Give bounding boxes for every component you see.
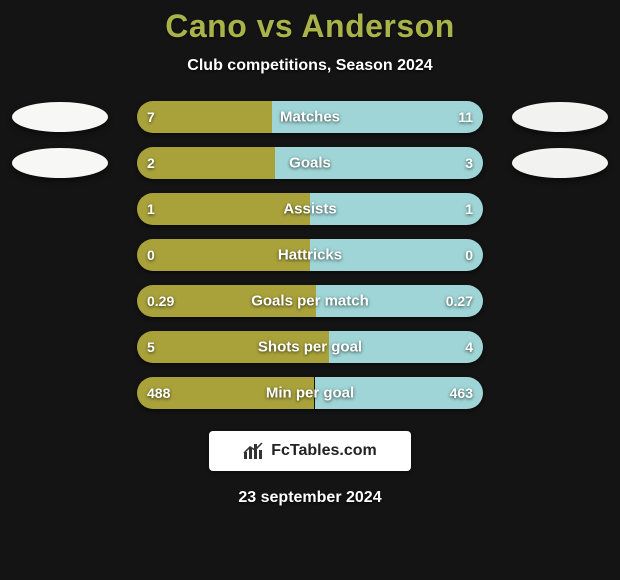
stat-value-left: 5 bbox=[147, 339, 155, 355]
stat-value-right: 0 bbox=[465, 247, 473, 263]
stat-value-right: 11 bbox=[458, 109, 473, 125]
stat-bar: Shots per goal 5 4 bbox=[137, 331, 483, 363]
player-right-ellipse bbox=[512, 102, 608, 132]
stat-value-right: 4 bbox=[465, 339, 473, 355]
stat-value-right: 1 bbox=[465, 201, 473, 217]
branding-text: FcTables.com bbox=[271, 442, 377, 460]
stat-label: Shots per goal bbox=[258, 339, 362, 356]
stat-value-left: 0 bbox=[147, 247, 155, 263]
stat-bar-left-segment bbox=[137, 101, 272, 133]
stat-value-right: 0.27 bbox=[446, 293, 473, 309]
player-right-ellipse bbox=[512, 148, 608, 178]
stat-row: Goals 2 3 bbox=[0, 147, 620, 179]
stat-value-right: 3 bbox=[465, 155, 473, 171]
stat-label: Min per goal bbox=[266, 385, 354, 402]
stat-bar: Hattricks 0 0 bbox=[137, 239, 483, 271]
footer-date: 23 september 2024 bbox=[238, 489, 381, 507]
stat-value-left: 2 bbox=[147, 155, 155, 171]
stat-bar: Min per goal 488 463 bbox=[137, 377, 483, 409]
stat-bar: Goals 2 3 bbox=[137, 147, 483, 179]
stat-bar: Goals per match 0.29 0.27 bbox=[137, 285, 483, 317]
stat-label: Goals bbox=[289, 155, 331, 172]
stat-row: Hattricks 0 0 bbox=[0, 239, 620, 271]
stat-bar: Matches 7 11 bbox=[137, 101, 483, 133]
stat-label: Goals per match bbox=[251, 293, 369, 310]
infographic-container: Cano vs Anderson Club competitions, Seas… bbox=[0, 0, 620, 580]
stat-row: Matches 7 11 bbox=[0, 101, 620, 133]
stat-row: Shots per goal 5 4 bbox=[0, 331, 620, 363]
stat-row: Goals per match 0.29 0.27 bbox=[0, 285, 620, 317]
branding-badge: FcTables.com bbox=[209, 431, 411, 471]
stat-label: Assists bbox=[283, 201, 336, 218]
stat-value-left: 488 bbox=[147, 385, 170, 401]
bars-icon bbox=[243, 442, 265, 460]
stat-label: Matches bbox=[280, 109, 340, 126]
stat-row: Assists 1 1 bbox=[0, 193, 620, 225]
player-left-ellipse bbox=[12, 102, 108, 132]
stat-label: Hattricks bbox=[278, 247, 342, 264]
stat-value-left: 1 bbox=[147, 201, 155, 217]
page-subtitle: Club competitions, Season 2024 bbox=[187, 57, 432, 75]
stat-value-left: 7 bbox=[147, 109, 155, 125]
stats-list: Matches711Goals23Assists11Hattricks00Goa… bbox=[0, 101, 620, 409]
player-left-ellipse bbox=[12, 148, 108, 178]
page-title: Cano vs Anderson bbox=[165, 8, 455, 45]
stat-row: Min per goal 488 463 bbox=[0, 377, 620, 409]
stat-bar: Assists 1 1 bbox=[137, 193, 483, 225]
stat-bar-left-segment bbox=[137, 147, 275, 179]
stat-value-left: 0.29 bbox=[147, 293, 174, 309]
stat-value-right: 463 bbox=[450, 385, 473, 401]
